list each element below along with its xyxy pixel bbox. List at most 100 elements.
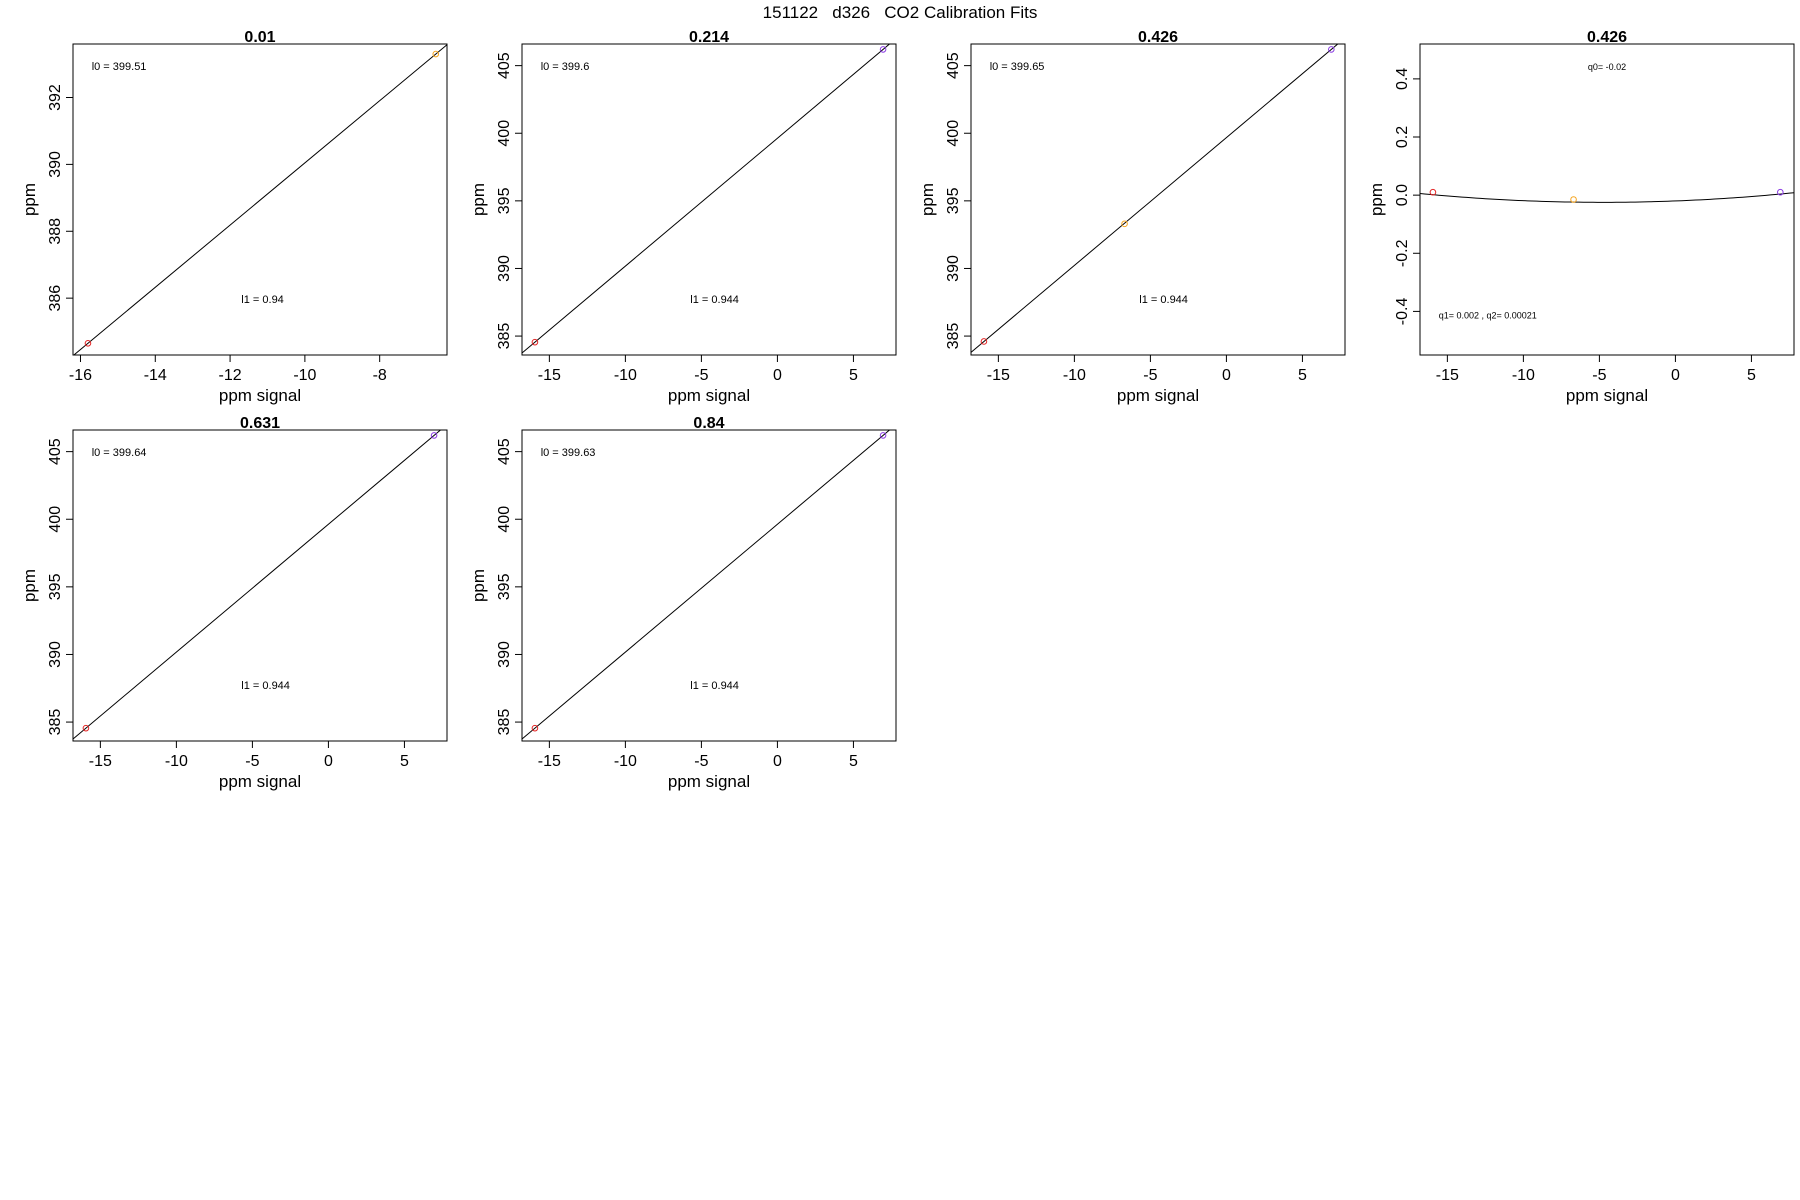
fit-line [971, 44, 1339, 353]
fit-line [522, 44, 891, 354]
x-tick-label: 5 [849, 753, 858, 770]
x-tick-label: -8 [373, 367, 387, 384]
fit-line [1420, 192, 1794, 203]
x-tick-label: -10 [614, 367, 637, 384]
x-tick-label: 5 [400, 753, 409, 770]
y-tick-label: 405 [496, 438, 513, 465]
fit-line [73, 44, 447, 355]
x-tick-label: -5 [245, 753, 259, 770]
fit-annotation: l0 = 399.63 [541, 447, 596, 459]
y-tick-label: 392 [47, 84, 64, 111]
x-tick-label: -5 [1592, 367, 1606, 384]
y-axis-label: ppm [918, 183, 937, 216]
fit-line [73, 430, 442, 740]
x-tick-label: 5 [1747, 367, 1756, 384]
panel-title: 0.01 [244, 29, 275, 46]
y-tick-label: 385 [496, 323, 513, 350]
data-point [531, 338, 539, 346]
x-tick-label: 0 [773, 367, 782, 384]
fit-annotation: l1 = 0.944 [690, 294, 739, 306]
x-axis-label: ppm signal [668, 772, 750, 791]
x-tick-label: -15 [538, 753, 561, 770]
y-tick-label: -0.2 [1394, 239, 1411, 267]
y-tick-label: 395 [496, 573, 513, 600]
y-tick-label: 400 [496, 120, 513, 147]
y-tick-label: 405 [496, 52, 513, 79]
y-tick-label: 388 [47, 218, 64, 245]
x-axis-label: ppm signal [1117, 386, 1199, 405]
fit-annotation: l1 = 0.94 [241, 294, 284, 306]
x-tick-label: -12 [219, 367, 242, 384]
data-point [1328, 46, 1335, 53]
x-tick-label: -10 [165, 753, 188, 770]
fit-annotation: l0 = 399.6 [541, 61, 590, 73]
data-point [432, 50, 440, 58]
x-axis-label: ppm signal [1566, 386, 1648, 405]
x-tick-label: -16 [69, 367, 92, 384]
y-tick-label: 0.4 [1394, 68, 1411, 90]
x-tick-label: -15 [1436, 367, 1459, 384]
plot-frame [521, 43, 897, 356]
y-axis-label: ppm [20, 569, 39, 602]
data-point [879, 432, 887, 439]
panel-title: 0.84 [693, 415, 724, 432]
y-tick-label: 400 [496, 506, 513, 533]
y-tick-label: 0.0 [1394, 184, 1411, 206]
y-tick-label: 390 [47, 151, 64, 178]
data-point [430, 432, 438, 439]
fit-annotation: l1 = 0.944 [1139, 294, 1188, 306]
y-axis-label: ppm [20, 183, 39, 216]
data-point [531, 724, 539, 732]
data-point [1777, 188, 1784, 196]
x-axis-label: ppm signal [668, 386, 750, 405]
x-tick-label: -5 [694, 753, 708, 770]
chart-panel-1: 0.01 -16 -14 -12 -10 -8 386 388 390 392 ppm signal… [20, 29, 448, 405]
y-tick-label: 385 [496, 709, 513, 736]
x-tick-label: -15 [538, 367, 561, 384]
x-tick-label: 0 [1671, 367, 1680, 384]
plot-frame [72, 429, 448, 742]
data-point [82, 724, 90, 732]
x-tick-label: -10 [1063, 367, 1086, 384]
fit-annotation: l0 = 399.65 [990, 61, 1045, 73]
panel-title: 0.426 [1138, 29, 1178, 46]
y-tick-label: 400 [47, 506, 64, 533]
y-tick-label: 390 [47, 641, 64, 668]
y-tick-label: 0.2 [1394, 126, 1411, 148]
x-axis-label: ppm signal [219, 772, 301, 791]
y-tick-label: 395 [496, 187, 513, 214]
chart-panel-3: 0.426 -15 -10 -5 0 5 385 390 395 400 405 ppm signal… [918, 29, 1346, 405]
data-point [1570, 196, 1577, 203]
fit-annotation: l0 = 399.51 [92, 61, 147, 73]
data-point [1429, 188, 1437, 196]
y-tick-label: 385 [47, 709, 64, 736]
panel-title: 0.426 [1587, 29, 1627, 46]
fit-annotation: l1 = 0.944 [241, 680, 290, 692]
plot-frame [521, 429, 897, 742]
y-tick-label: 400 [945, 120, 962, 147]
y-tick-label: -0.4 [1394, 298, 1411, 326]
x-tick-label: -10 [1512, 367, 1535, 384]
data-point [980, 338, 988, 345]
y-tick-label: 386 [47, 285, 64, 312]
x-tick-label: -5 [694, 367, 708, 384]
x-tick-label: -5 [1143, 367, 1157, 384]
x-tick-label: 0 [324, 753, 333, 770]
figure-title: 151122 d326 CO2 Calibration Fits [762, 3, 1038, 22]
fit-annotation: l1 = 0.944 [690, 680, 739, 692]
data-point [84, 339, 92, 347]
y-tick-label: 385 [945, 323, 962, 350]
chart-panel-2: 0.214 -15 -10 -5 0 5 385 390 395 400 405 ppm signal… [469, 29, 897, 405]
x-tick-label: -14 [144, 367, 167, 384]
x-tick-label: -10 [293, 367, 316, 384]
x-tick-label: -15 [987, 367, 1010, 384]
x-tick-label: 0 [1222, 367, 1231, 384]
x-axis-label: ppm signal [219, 386, 301, 405]
data-point [1121, 220, 1128, 228]
x-tick-label: -10 [614, 753, 637, 770]
panel-title: 0.631 [240, 415, 280, 432]
y-tick-label: 395 [945, 187, 962, 214]
fit-line [522, 430, 891, 740]
